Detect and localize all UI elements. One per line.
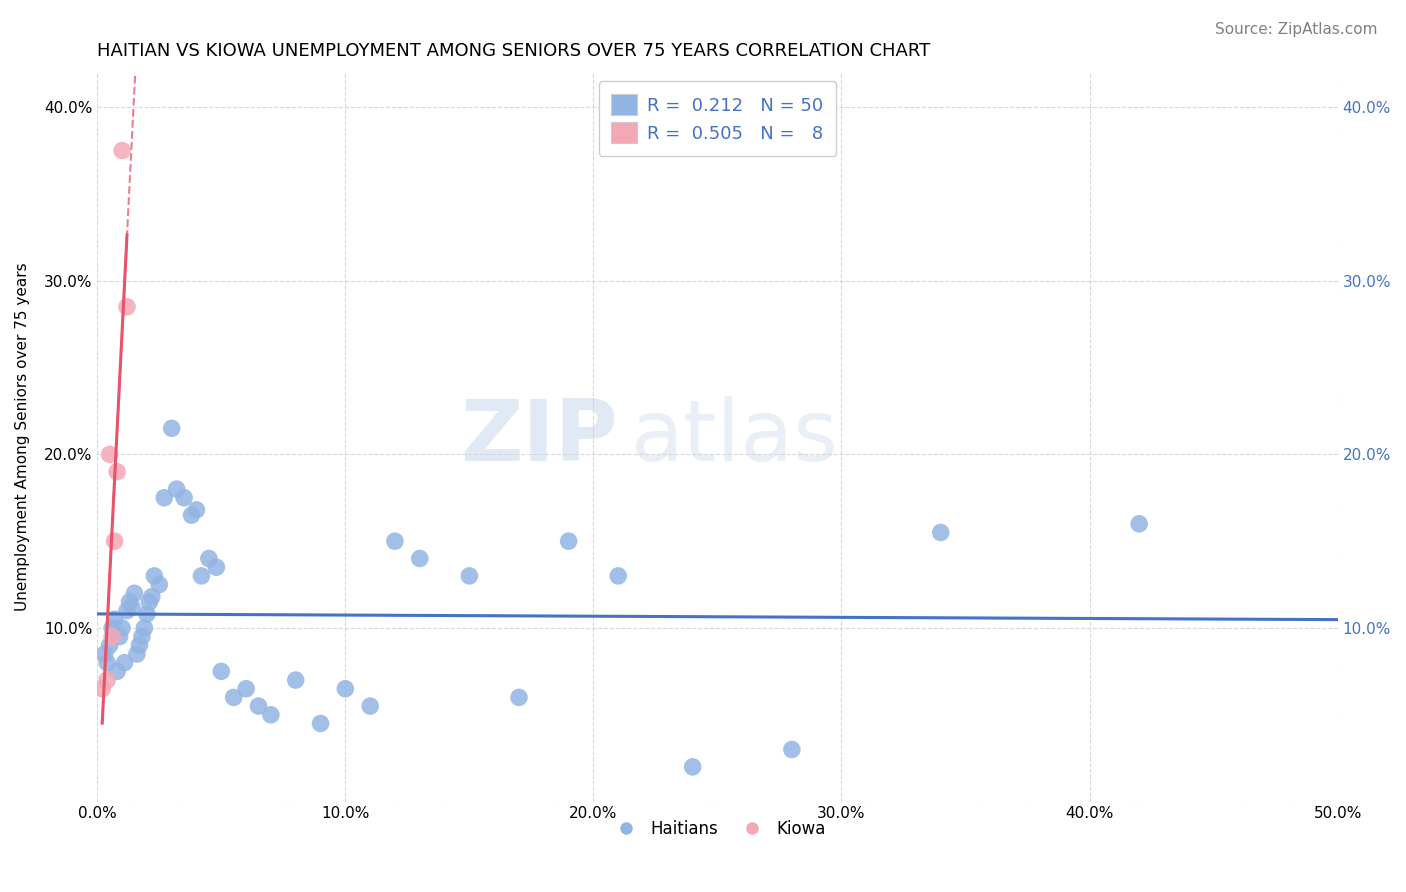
Point [186,503,208,517]
Point [114,656,136,670]
Point [96,656,118,670]
Point [409,551,432,566]
Point [111,144,134,158]
Point [124,586,146,600]
Point [205,560,228,574]
Point [247,699,270,714]
Point [359,699,381,714]
Point [105,465,128,479]
Point [96,673,118,687]
Point [104,612,127,626]
Point [104,534,127,549]
Point [557,534,579,549]
Point [284,673,307,687]
Point [138,595,160,609]
Point [335,681,357,696]
Point [384,534,406,549]
Point [780,742,803,756]
Point [260,707,283,722]
Point [143,569,166,583]
Point [125,647,148,661]
Point [101,621,124,635]
Point [108,630,131,644]
Point [458,569,481,583]
Point [98,638,121,652]
Point [91,681,114,696]
Point [1128,516,1150,531]
Point [190,569,212,583]
Point [235,681,257,696]
Point [166,482,188,496]
Point [141,590,163,604]
Point [160,421,183,435]
Point [508,690,530,705]
Legend: Haitians, Kiowa: Haitians, Kiowa [602,813,832,845]
Point [121,600,143,615]
Text: Source: ZipAtlas.com: Source: ZipAtlas.com [1215,22,1378,37]
Point [180,508,202,522]
Point [135,607,157,621]
Point [115,604,138,618]
Y-axis label: Unemployment Among Seniors over 75 years: Unemployment Among Seniors over 75 years [15,262,30,611]
Point [131,630,153,644]
Point [111,621,134,635]
Point [93,647,115,661]
Point [153,491,176,505]
Point [118,595,141,609]
Point [929,525,952,540]
Point [115,300,138,314]
Point [148,577,170,591]
Point [98,447,121,461]
Point [198,551,221,566]
Point [128,638,150,652]
Text: HAITIAN VS KIOWA UNEMPLOYMENT AMONG SENIORS OVER 75 YEARS CORRELATION CHART: HAITIAN VS KIOWA UNEMPLOYMENT AMONG SENI… [97,42,931,60]
Text: atlas: atlas [631,395,838,478]
Text: ZIP: ZIP [460,395,619,478]
Point [607,569,630,583]
Point [101,630,124,644]
Point [309,716,332,731]
Point [209,665,232,679]
Point [173,491,195,505]
Point [682,760,704,774]
Point [134,621,156,635]
Point [105,665,128,679]
Point [222,690,245,705]
